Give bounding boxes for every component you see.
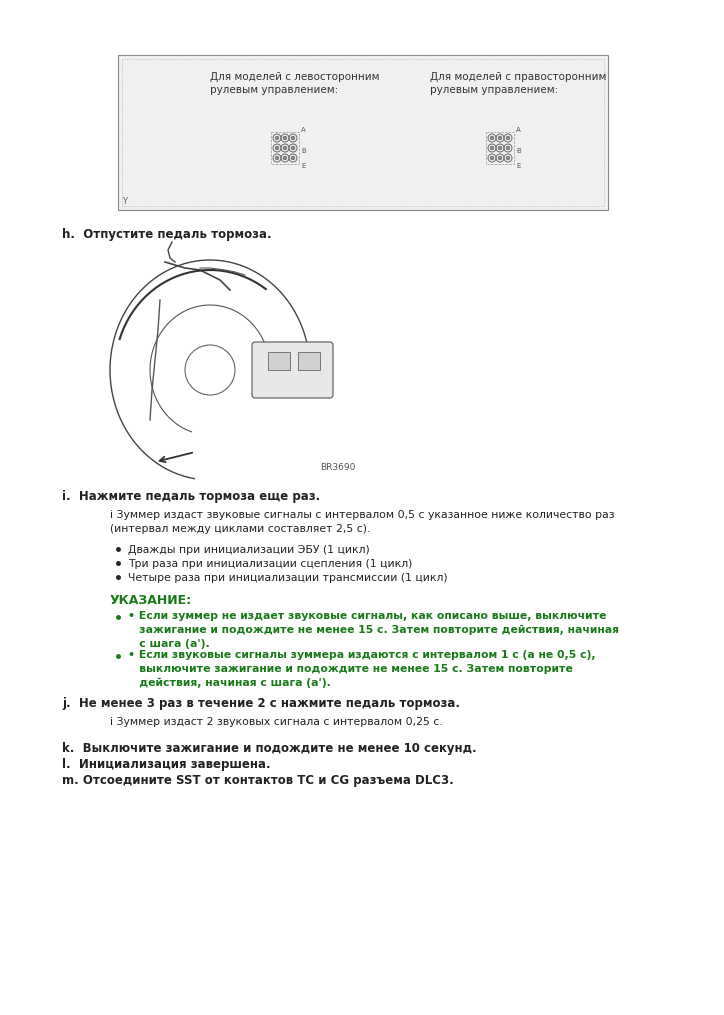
Text: A: A — [516, 127, 521, 133]
Circle shape — [498, 146, 502, 150]
Circle shape — [283, 156, 287, 159]
Text: k.  Выключите зажигание и подождите не менее 10 секунд.: k. Выключите зажигание и подождите не ме… — [62, 742, 476, 755]
Bar — [268, 352, 290, 370]
Circle shape — [490, 146, 494, 150]
Bar — [118, 55, 608, 210]
Circle shape — [498, 156, 502, 159]
Text: выключите зажигание и подождите не менее 15 с. Затем повторите: выключите зажигание и подождите не менее… — [128, 664, 573, 674]
Text: зажигание и подождите не менее 15 с. Затем повторите действия, начиная: зажигание и подождите не менее 15 с. Зат… — [128, 625, 619, 635]
Text: l.  Инициализация завершена.: l. Инициализация завершена. — [62, 758, 271, 771]
Text: E: E — [516, 163, 521, 170]
Text: (интервал между циклами составляет 2,5 с).: (интервал между циклами составляет 2,5 с… — [110, 524, 371, 534]
Text: і Зуммер издаст звуковые сигналы с интервалом 0,5 с указанное ниже количество ра: і Зуммер издаст звуковые сигналы с интер… — [110, 510, 615, 520]
Circle shape — [490, 156, 494, 159]
Text: Для моделей с правосторонним
рулевым управлением:: Для моделей с правосторонним рулевым упр… — [430, 72, 607, 95]
Text: Три раза при инициализации сцепления (1 цикл): Три раза при инициализации сцепления (1 … — [128, 559, 413, 569]
Text: с шага (а').: с шага (а'). — [128, 639, 210, 649]
Text: i.  Нажмите педаль тормоза еще раз.: i. Нажмите педаль тормоза еще раз. — [62, 490, 320, 503]
Circle shape — [506, 146, 510, 150]
Text: і Зуммер издаст 2 звуковых сигнала с интервалом 0,25 с.: і Зуммер издаст 2 звуковых сигнала с инт… — [110, 717, 443, 727]
Circle shape — [498, 136, 502, 140]
Bar — [271, 132, 299, 164]
FancyBboxPatch shape — [252, 342, 333, 398]
Circle shape — [283, 146, 287, 150]
Bar — [486, 132, 514, 164]
Text: BR3690: BR3690 — [320, 463, 355, 472]
Text: УКАЗАНИЕ:: УКАЗАНИЕ: — [110, 594, 192, 607]
Text: Для моделей с левосторонним
рулевым управлением:: Для моделей с левосторонним рулевым упра… — [210, 72, 379, 95]
Circle shape — [291, 156, 295, 159]
Circle shape — [291, 136, 295, 140]
Text: h.  Отпустите педаль тормоза.: h. Отпустите педаль тормоза. — [62, 228, 272, 241]
Text: j.  Не менее 3 раз в течение 2 с нажмите педаль тормоза.: j. Не менее 3 раз в течение 2 с нажмите … — [62, 697, 460, 710]
Text: Четыре раза при инициализации трансмиссии (1 цикл): Четыре раза при инициализации трансмисси… — [128, 573, 447, 583]
Text: B: B — [301, 148, 306, 154]
Text: A: A — [301, 127, 306, 133]
Circle shape — [506, 156, 510, 159]
Bar — [298, 352, 320, 370]
Circle shape — [506, 136, 510, 140]
Text: Дважды при инициализации ЭБУ (1 цикл): Дважды при инициализации ЭБУ (1 цикл) — [128, 545, 370, 555]
Text: E: E — [301, 163, 306, 170]
Text: действия, начиная с шага (а').: действия, начиная с шага (а'). — [128, 678, 331, 688]
Circle shape — [291, 146, 295, 150]
Circle shape — [275, 136, 279, 140]
Circle shape — [275, 146, 279, 150]
Text: m. Отсоедините SST от контактов TC и CG разъема DLC3.: m. Отсоедините SST от контактов TC и CG … — [62, 774, 454, 787]
Text: • Если звуковые сигналы зуммера издаются с интервалом 1 с (а не 0,5 с),: • Если звуковые сигналы зуммера издаются… — [128, 650, 596, 660]
Text: • Если зуммер не издает звуковые сигналы, как описано выше, выключите: • Если зуммер не издает звуковые сигналы… — [128, 611, 607, 621]
Circle shape — [490, 136, 494, 140]
Bar — [122, 59, 604, 206]
Text: B: B — [516, 148, 521, 154]
Circle shape — [283, 136, 287, 140]
Circle shape — [275, 156, 279, 159]
Text: Y: Y — [122, 197, 127, 206]
